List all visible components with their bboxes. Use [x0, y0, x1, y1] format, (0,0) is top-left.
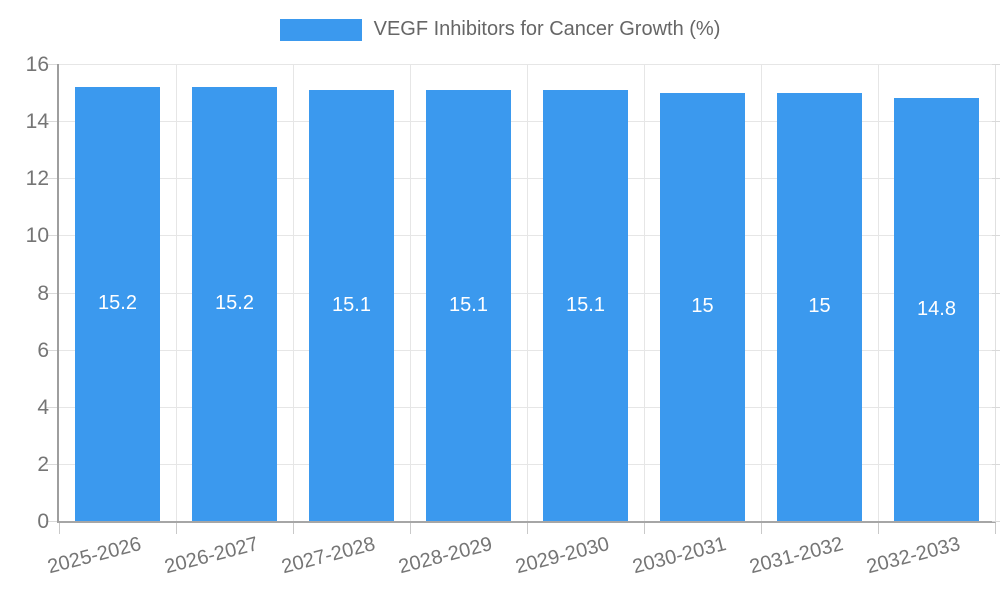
bar[interactable]: 15.1	[426, 89, 511, 521]
y-axis-tick	[992, 521, 1000, 522]
bar-value-label: 15.2	[215, 292, 254, 315]
y-axis-tick	[992, 292, 1000, 294]
y-axis-tick	[992, 349, 1000, 351]
bar-value-label: 15	[691, 295, 714, 318]
y-axis-tick	[46, 121, 57, 123]
y-axis-tick-label: 4	[37, 395, 49, 419]
gridline-vertical	[293, 64, 294, 521]
chart-legend[interactable]: VEGF Inhibitors for Cancer Growth (%)	[0, 18, 1000, 41]
y-axis-tick	[46, 349, 57, 351]
bar[interactable]: 14.8	[894, 98, 979, 521]
y-axis-tick	[46, 521, 57, 522]
y-axis-tick	[992, 235, 1000, 237]
gridline-vertical	[527, 64, 528, 521]
chart-title: VEGF Inhibitors for Cancer Growth (%)	[373, 18, 721, 40]
y-axis-tick	[992, 121, 1000, 123]
y-axis-tick	[46, 178, 57, 180]
legend-swatch-icon	[279, 18, 362, 41]
x-axis-tick	[761, 523, 762, 534]
y-axis-tick-label: 16	[25, 53, 49, 76]
y-axis-tick	[46, 235, 57, 237]
bar[interactable]: 15	[777, 92, 862, 521]
x-axis-tick	[878, 523, 879, 534]
gridline-vertical	[410, 64, 411, 521]
x-axis-tick	[527, 523, 528, 534]
bar[interactable]: 15.1	[309, 89, 394, 521]
bar-value-label: 15	[808, 295, 831, 318]
y-axis-tick-label: 10	[25, 224, 49, 248]
gridline-vertical	[878, 64, 879, 521]
y-axis-tick-label: 6	[37, 338, 49, 362]
bar[interactable]: 15.2	[75, 86, 160, 521]
x-axis-tick	[176, 523, 177, 534]
bar[interactable]: 15.2	[192, 86, 277, 521]
y-axis-tick	[46, 292, 57, 294]
y-axis-tick	[46, 406, 57, 408]
y-axis-tick	[992, 64, 1000, 65]
bar-value-label: 14.8	[917, 298, 956, 321]
gridline-vertical	[176, 64, 177, 521]
bar-value-label: 15.1	[449, 293, 488, 316]
bar[interactable]: 15.1	[543, 89, 628, 521]
x-axis-tick	[293, 523, 294, 534]
y-axis-tick-label: 8	[37, 281, 49, 305]
x-axis-tick	[995, 523, 996, 534]
x-axis-tick	[644, 523, 645, 534]
plot-area: 15.2 15.2 15.1 15.1 15.1 15 15 14.8	[46, 64, 1000, 534]
x-axis-tick	[59, 523, 60, 534]
gridline-vertical	[761, 64, 762, 521]
bar-value-label: 15.1	[566, 293, 605, 316]
y-axis-tick-label: 2	[37, 452, 49, 476]
y-axis-tick-label: 12	[25, 167, 49, 191]
y-axis-tick	[992, 406, 1000, 408]
y-axis-tick	[992, 463, 1000, 465]
bar-value-label: 15.1	[332, 293, 371, 316]
y-axis-tick	[46, 64, 57, 65]
bar[interactable]: 15	[660, 92, 745, 521]
y-axis-tick	[46, 463, 57, 465]
gridline-vertical	[644, 64, 645, 521]
y-axis-tick-label: 0	[37, 510, 49, 533]
y-axis-tick-label: 14	[25, 110, 49, 134]
bar-value-label: 15.2	[98, 292, 137, 315]
y-axis-tick	[992, 178, 1000, 180]
x-axis-tick	[410, 523, 411, 534]
